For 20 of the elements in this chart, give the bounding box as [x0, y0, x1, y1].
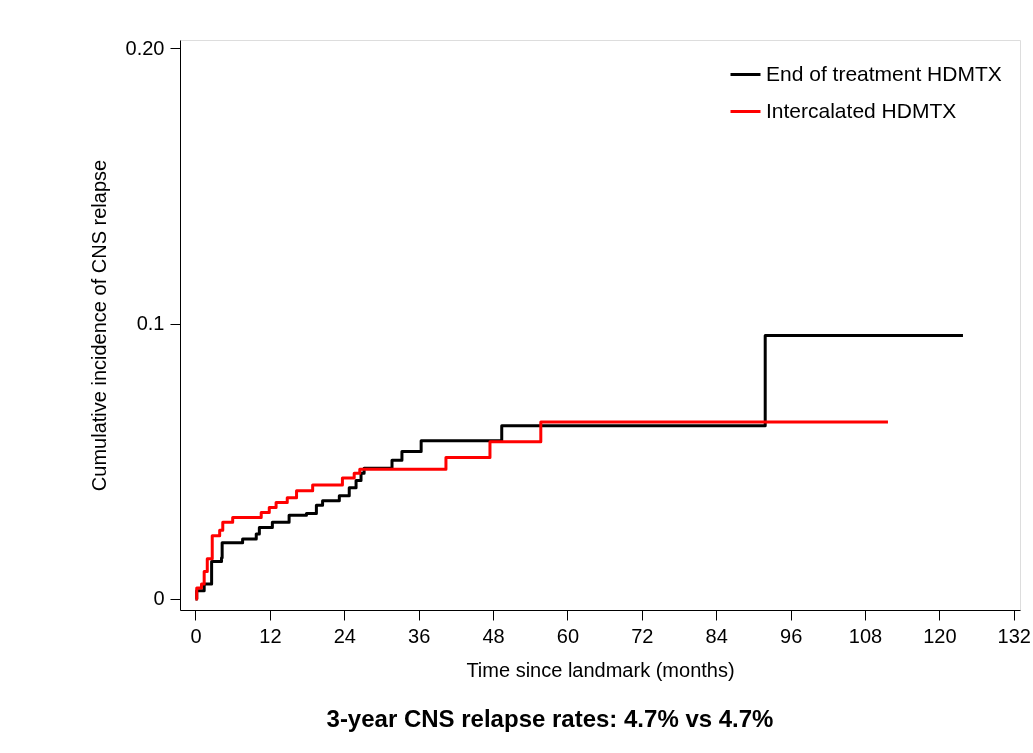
text: 3-year CNS relapse rates: 4.7% vs 4.7% [326, 705, 774, 732]
legend-label: Intercalated HDMTX [766, 98, 957, 122]
x-tick-label: 120 [923, 624, 957, 647]
x-tick-label: 12 [259, 624, 282, 647]
x-tick-label: 48 [482, 624, 505, 647]
x-tick-label: 108 [848, 624, 883, 647]
x-tick-label: 84 [705, 624, 728, 647]
x-tick-label: 24 [333, 624, 356, 647]
x-axis-title: Time since landmark (months) [466, 658, 735, 681]
x-tick-label: 0 [190, 624, 202, 647]
y-tick-label: 0.20 [125, 36, 165, 59]
legend-label: End of treatment HDMTX [766, 61, 1002, 85]
x-tick-label: 96 [780, 624, 803, 647]
x-tick-label: 72 [631, 624, 654, 647]
y-axis-title: Cumulative incidence of CNS relapse [87, 159, 110, 492]
x-tick-label: 60 [556, 624, 580, 647]
y-tick-label: 0 [153, 587, 165, 610]
x-tick-label: 36 [408, 624, 431, 647]
x-tick-label: 132 [997, 624, 1031, 647]
y-tick-label: 0.1 [136, 312, 165, 335]
